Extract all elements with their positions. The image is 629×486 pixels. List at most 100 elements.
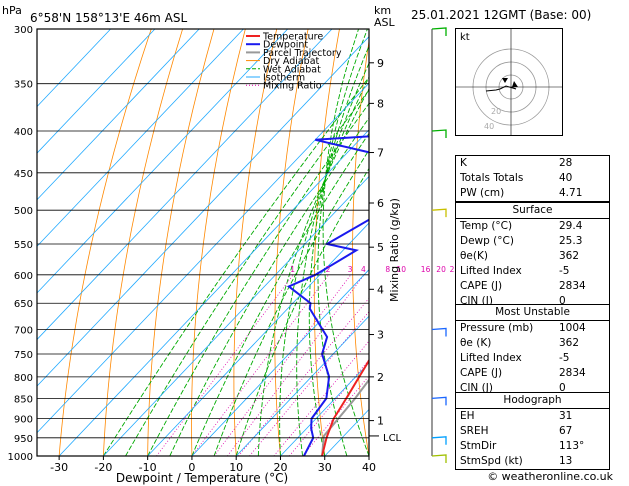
height-tick-label: 7 <box>377 147 384 160</box>
mixing-ratio-label: 25 <box>450 265 460 274</box>
legend-entry: Dry Adiabat <box>263 56 320 67</box>
mixing-ratio-label: 3 <box>348 265 353 274</box>
wind-barb <box>431 454 447 463</box>
index-value: 28 <box>559 157 573 169</box>
index-row: K 28 <box>456 156 609 171</box>
pressure-unit: hPa <box>2 4 22 17</box>
wet-adiabat <box>213 149 369 456</box>
surface-row: CAPE (J) 2834 <box>456 279 609 294</box>
pressure-tick-label: 400 <box>14 127 33 138</box>
mixing-ratio-label: 8 <box>385 265 390 274</box>
mixing-ratio-line <box>156 274 294 456</box>
most-unstable-panel: Most Unstable Pressure (mb) 1004 θe (K) 36… <box>455 304 610 397</box>
storm-motion-marker <box>502 78 508 83</box>
dry-adiabat <box>233 29 278 456</box>
mu-label: Pressure (mb) <box>460 322 534 334</box>
surface-value: 362 <box>559 250 580 262</box>
legend-entry: Mixing Ratio <box>263 81 322 92</box>
timestamp: 25.01.2021 12GMT (Base: 00) <box>411 8 592 22</box>
mu-label: CIN (J) <box>460 382 493 394</box>
mixing-ratio-line <box>227 274 365 456</box>
x-tick-label: 20 <box>273 461 287 474</box>
legend-entry: Temperature <box>262 32 323 43</box>
surface-row: Dewp (°C) 25.3 <box>456 234 609 249</box>
mixing-ratio-label: 16 <box>421 265 431 274</box>
hodo-label: SREH <box>460 425 489 437</box>
mixing-ratio-label: 4 <box>361 265 366 274</box>
height-tick-label: 6 <box>377 197 384 210</box>
surface-row: Lifted Index -5 <box>456 264 609 279</box>
isotherm-line <box>147 222 369 456</box>
indices-panel: K 28 Totals Totals 40 PW (cm) 4.71 <box>455 155 610 202</box>
mixing-ratio-line <box>289 359 369 456</box>
height-tick-label: 3 <box>377 329 384 342</box>
index-value: 4.71 <box>559 187 583 199</box>
hodo-row: EH 31 <box>456 409 609 424</box>
dry-adiabat <box>191 29 246 456</box>
hodo-value: 31 <box>559 410 573 422</box>
surface-value: 2834 <box>559 280 586 292</box>
index-label: Totals Totals <box>460 172 524 184</box>
height-unit-asl: ASL <box>374 16 396 29</box>
height-tick-label: 1 <box>377 415 384 428</box>
wet-adiabat <box>235 167 369 456</box>
wind-barb <box>431 436 447 445</box>
pressure-tick-label: 300 <box>14 25 33 36</box>
height-unit-km: km <box>374 4 391 17</box>
height-tick-label: 2 <box>377 371 384 384</box>
legend-entry: Isotherm <box>263 73 305 84</box>
isotherm-line <box>235 315 369 456</box>
pressure-tick-label: 450 <box>14 169 33 180</box>
height-tick-label: 5 <box>377 241 384 254</box>
surface-row: Temp (°C) 29.4 <box>456 219 609 234</box>
hodo-row: SREH 67 <box>456 424 609 439</box>
hodograph-unit: kt <box>460 32 470 43</box>
x-tick-label: 40 <box>362 461 376 474</box>
surface-title: Surface <box>456 203 609 219</box>
hodo-value: 13 <box>559 455 573 467</box>
hodograph-trace <box>485 85 517 92</box>
hodograph-ring-40: 40 <box>484 122 494 131</box>
mu-row: CIN (J) 0 <box>456 381 609 396</box>
pressure-tick-label: 650 <box>14 299 33 310</box>
mean-wind-marker <box>512 81 518 87</box>
dry-adiabat <box>274 29 309 456</box>
temperature-line <box>321 358 369 456</box>
mixing-ratio-axis-label: Mixing Ratio (g/kg) <box>388 198 401 302</box>
wind-barb <box>431 129 447 139</box>
index-label: K <box>460 157 467 169</box>
surface-label: Dewp (°C) <box>460 235 514 247</box>
hodograph-table-title: Hodograph <box>456 393 609 409</box>
isotherm-line <box>37 29 200 201</box>
lcl-label: LCL <box>383 433 402 444</box>
isotherm-line <box>37 29 289 294</box>
height-tick-label: 8 <box>377 97 384 110</box>
index-row: PW (cm) 4.71 <box>456 186 609 201</box>
x-tick-label: -30 <box>50 461 68 474</box>
hodo-row: StmDir 113° <box>456 439 609 454</box>
legend-entry: Parcel Trajectory <box>263 48 342 59</box>
mu-label: CAPE (J) <box>460 367 503 379</box>
mu-label: Lifted Index <box>460 352 522 364</box>
pressure-tick-label: 600 <box>14 271 33 282</box>
plot-frame <box>36 28 370 457</box>
hodograph: kt 40 20 <box>455 28 563 136</box>
x-tick-label: 0 <box>188 461 195 474</box>
isotherm-line <box>191 269 369 456</box>
isotherm-line <box>37 29 156 154</box>
legend-entry: Wet Adiabat <box>263 64 321 75</box>
mu-row: θe (K) 362 <box>456 336 609 351</box>
surface-value: -5 <box>559 265 570 277</box>
hodo-value: 113° <box>559 440 585 452</box>
pressure-tick-label: 750 <box>14 350 33 361</box>
x-axis-label: Dewpoint / Temperature (°C) <box>116 471 288 485</box>
mu-value: 362 <box>559 337 580 349</box>
mu-row: Pressure (mb) 1004 <box>456 321 609 336</box>
hodograph-ring-20: 20 <box>491 107 501 116</box>
wind-barb <box>431 208 447 218</box>
surface-row: θe(K) 362 <box>456 249 609 264</box>
hodo-label: StmSpd (kt) <box>460 455 523 467</box>
mixing-ratio-label: 1 <box>290 265 295 274</box>
